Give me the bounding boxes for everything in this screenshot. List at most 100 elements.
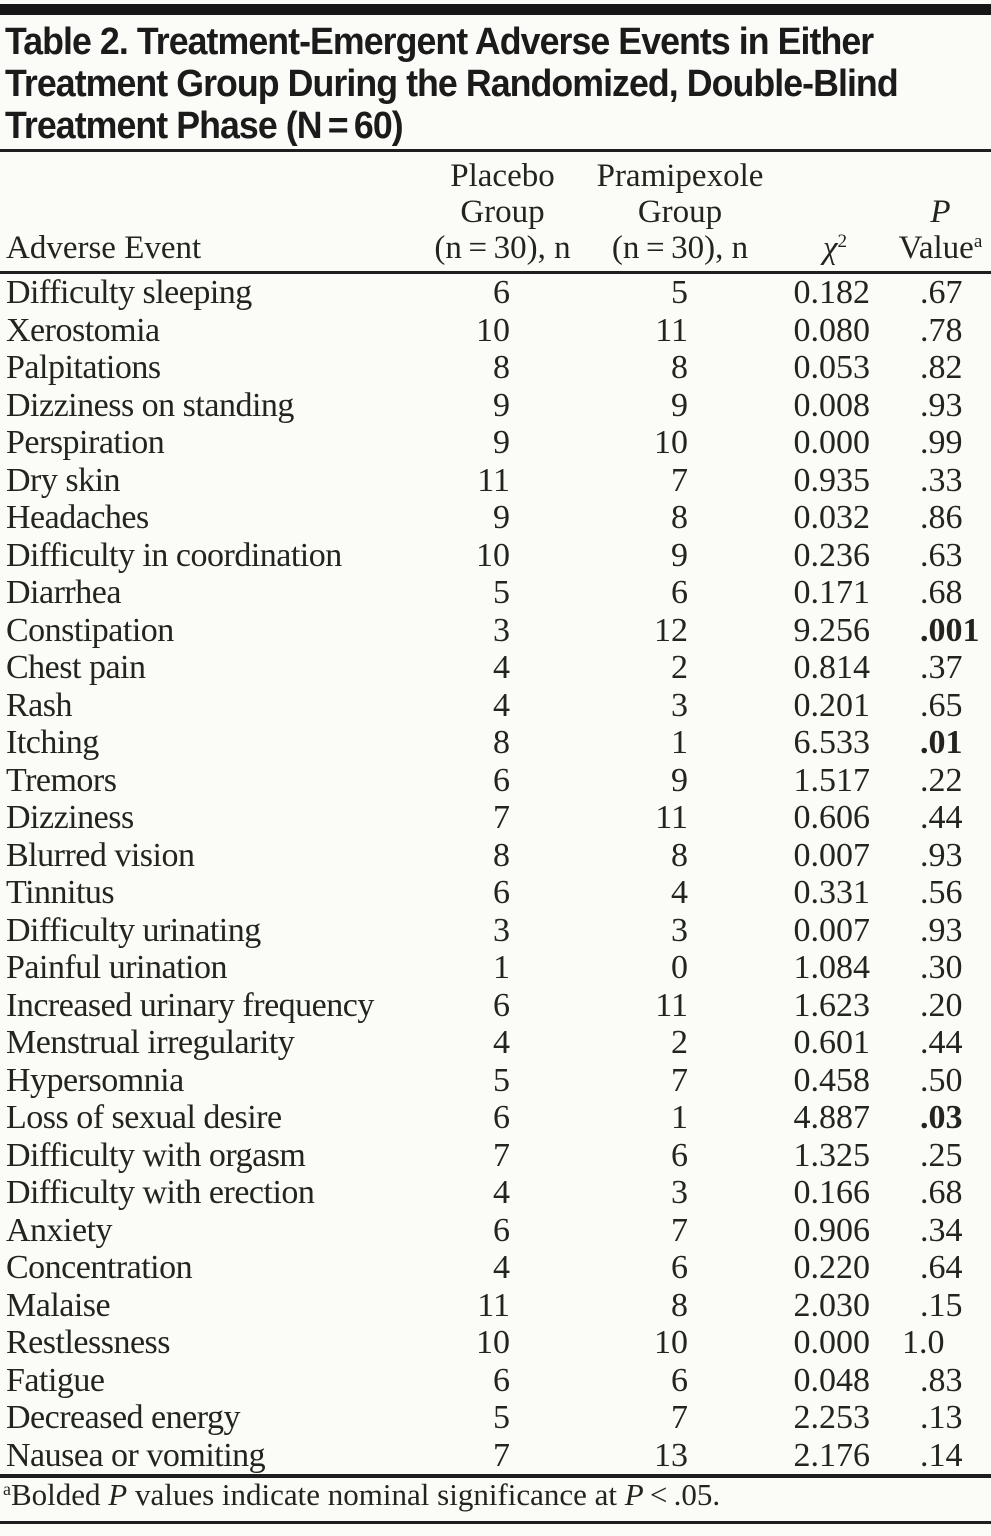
cell-chi-square: 0.906 <box>793 1211 871 1249</box>
p-value-header-line2: Valuea <box>898 230 983 266</box>
table-title: Table 2. Treatment-Emergent Adverse Even… <box>5 21 899 147</box>
cell-p-value: .64 <box>920 1249 963 1287</box>
cell-chi-square: 0.236 <box>793 536 871 574</box>
cell-chi-square: 1.517 <box>793 761 871 799</box>
cell-p-value: .82 <box>920 349 963 387</box>
cell-adverse-event: Perspiration <box>6 424 165 462</box>
table-row: Menstrual irregularity 4 2 0.601 .44 <box>0 1024 991 1062</box>
cell-chi-square: 0.007 <box>793 911 871 949</box>
table-body: Difficulty sleeping 6 5 0.182.67 Xerostomia 1… <box>0 273 991 1477</box>
cell-chi-square: 0.000 <box>793 424 871 462</box>
cell-adverse-event: Menstrual irregularity <box>6 1024 295 1062</box>
cell-p-value: .68 <box>920 1174 963 1212</box>
chi-symbol: χ <box>822 230 838 266</box>
cell-p-value: .37 <box>920 649 963 687</box>
cell-placebo-count: 6 <box>493 1211 510 1249</box>
cell-pramipexole-count: 8 <box>671 1286 688 1324</box>
cell-chi-square: 2.176 <box>793 1436 871 1474</box>
cell-p-value: .01 <box>920 724 963 762</box>
footnote-text-3: < .05. <box>643 1477 721 1512</box>
cell-pramipexole-count: 10 <box>654 424 688 462</box>
cell-adverse-event: Difficulty sleeping <box>6 274 252 312</box>
cell-pramipexole-count: 7 <box>671 1399 688 1437</box>
cell-pramipexole-count: 8 <box>671 836 688 874</box>
cell-placebo-count: 11 <box>477 461 510 499</box>
cell-pramipexole-count: 8 <box>671 499 688 537</box>
cell-p-value: .93 <box>920 836 963 874</box>
cell-pramipexole-count: 6 <box>671 574 688 612</box>
cell-pramipexole-count: 6 <box>671 1361 688 1399</box>
cell-pramipexole-count: 3 <box>671 686 688 724</box>
cell-p-value: .44 <box>920 1024 963 1062</box>
footnote-marker: a <box>3 1479 11 1500</box>
cell-chi-square: 0.814 <box>793 649 871 687</box>
footnote-italic-p-1: P <box>108 1477 128 1512</box>
cell-placebo-count: 6 <box>493 986 510 1024</box>
cell-adverse-event: Nausea or vomiting <box>6 1436 266 1474</box>
cell-chi-square: 0.201 <box>793 686 871 724</box>
cell-chi-square: 2.253 <box>793 1399 871 1437</box>
cell-pramipexole-count: 0 <box>671 949 688 987</box>
title-divider-rule <box>0 149 991 152</box>
cell-adverse-event: Itching <box>6 724 99 762</box>
cell-adverse-event: Difficulty in coordination <box>6 536 342 574</box>
table-title-line-3: Treatment Phase (N = 60) <box>5 105 404 147</box>
cell-placebo-count: 9 <box>493 424 510 462</box>
cell-chi-square: 1.084 <box>793 949 871 987</box>
cell-chi-square: 0.000 <box>793 1324 871 1362</box>
cell-pramipexole-count: 2 <box>671 649 688 687</box>
cell-p-value: .78 <box>920 311 963 349</box>
cell-pramipexole-count: 7 <box>671 1061 688 1099</box>
cell-placebo-count: 6 <box>493 1099 510 1137</box>
table-row: Difficulty sleeping 6 5 0.182 .67 <box>0 273 991 312</box>
cell-pramipexole-count: 11 <box>655 799 688 837</box>
cell-adverse-event: Difficulty with orgasm <box>6 1136 306 1174</box>
col-header-placebo-line1: Placebo <box>450 158 555 194</box>
top-rule <box>0 4 991 15</box>
cell-p-value: .68 <box>920 574 963 612</box>
table-row: Dry skin 11 7 0.935 .33 <box>0 462 991 500</box>
cell-p-value: .03 <box>920 1099 963 1137</box>
cell-placebo-count: 10 <box>476 536 510 574</box>
table-row: Difficulty in coordination 10 9 0.236 .63 <box>0 537 991 575</box>
cell-adverse-event: Difficulty with erection <box>6 1174 315 1212</box>
cell-pramipexole-count: 8 <box>671 349 688 387</box>
cell-placebo-count: 6 <box>493 274 510 312</box>
cell-placebo-count: 11 <box>477 1286 510 1324</box>
cell-placebo-count: 9 <box>493 499 510 537</box>
cell-p-value: .34 <box>920 1211 963 1249</box>
col-header-p-value: P Valuea <box>890 152 991 274</box>
cell-p-value: .20 <box>920 986 963 1024</box>
cell-p-value: .14 <box>920 1436 963 1474</box>
table-row: Diarrhea 5 6 0.171 .68 <box>0 574 991 612</box>
col-header-pramipexole-line3: (n = 30), n <box>611 230 749 266</box>
cell-adverse-event: Concentration <box>6 1249 193 1287</box>
footnote-text-2: values indicate nominal significance at <box>127 1477 625 1512</box>
table-header-row: Adverse Event Placebo Group (n = 30), n … <box>0 152 991 274</box>
cell-p-value: .13 <box>920 1399 963 1437</box>
cell-adverse-event: Diarrhea <box>6 574 121 612</box>
table-row: Increased urinary frequency 6 11 1.623 .20 <box>0 987 991 1025</box>
cell-pramipexole-count: 6 <box>671 1249 688 1287</box>
cell-placebo-count: 10 <box>476 1324 510 1362</box>
footnote-text: Bolded <box>10 1477 109 1512</box>
cell-adverse-event: Chest pain <box>6 649 146 687</box>
cell-placebo-count: 8 <box>493 724 510 762</box>
cell-p-value: .63 <box>920 536 963 574</box>
col-header-pramipexole-line1: Pramipexole <box>596 158 764 194</box>
col-header-placebo-line2: Group <box>460 194 545 230</box>
cell-placebo-count: 4 <box>493 649 510 687</box>
cell-p-value: .93 <box>920 386 963 424</box>
cell-pramipexole-count: 3 <box>671 911 688 949</box>
col-header-placebo-line3: (n = 30), n <box>434 230 571 266</box>
table-row: Difficulty with orgasm 7 6 1.325 .25 <box>0 1137 991 1175</box>
adverse-events-table: Adverse Event Placebo Group (n = 30), n … <box>0 152 991 1478</box>
chi-square-exponent: 2 <box>837 231 848 253</box>
cell-pramipexole-count: 4 <box>671 874 688 912</box>
cell-placebo-count: 8 <box>493 836 510 874</box>
table-row: Chest pain 4 2 0.814 .37 <box>0 649 991 687</box>
cell-chi-square: 0.048 <box>793 1361 871 1399</box>
cell-p-value: .93 <box>920 911 963 949</box>
cell-pramipexole-count: 11 <box>655 986 688 1024</box>
cell-placebo-count: 3 <box>493 611 510 649</box>
